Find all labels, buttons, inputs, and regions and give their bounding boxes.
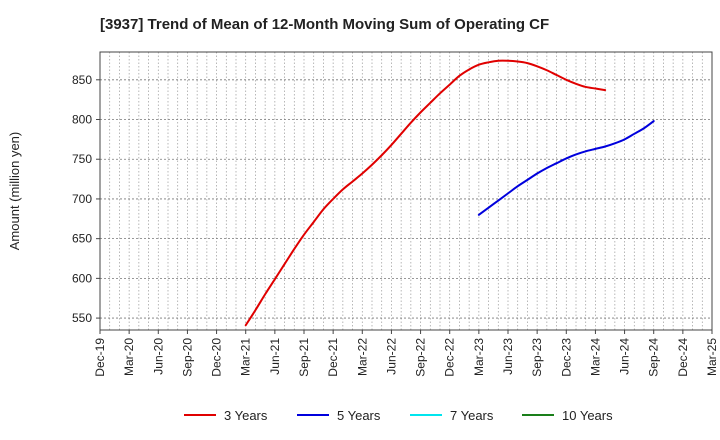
plot-frame <box>99 51 713 331</box>
grid-layer <box>100 52 712 330</box>
x-tick-labels: Dec-19 Mar-20 Jun-20 Sep-20 Dec-20 Mar-21 Jun-… <box>93 330 719 377</box>
y-tick-label: 650 <box>72 232 92 246</box>
x-tick-label: Mar-22 <box>355 338 369 376</box>
x-tick-label: Mar-23 <box>472 338 486 376</box>
y-tick-label: 850 <box>72 73 92 87</box>
x-tick-label: Mar-21 <box>239 338 253 376</box>
x-tick-label: Mar-20 <box>122 338 136 376</box>
y-tick-label: 800 <box>72 113 92 127</box>
legend-label-3-years: 3 Years <box>224 408 268 423</box>
x-tick-label: Sep-21 <box>297 338 311 377</box>
x-tick-label: Dec-21 <box>326 338 340 377</box>
legend-label-7-years: 7 Years <box>450 408 494 423</box>
y-tick-label: 600 <box>72 271 92 285</box>
x-tick-label: Mar-25 <box>705 338 719 376</box>
legend-label-5-years: 5 Years <box>337 408 381 423</box>
x-tick-label: Mar-24 <box>588 338 602 376</box>
y-tick-label: 550 <box>72 311 92 325</box>
x-tick-label: Sep-20 <box>180 338 194 377</box>
y-axis-label: Amount (million yen) <box>7 132 22 251</box>
x-tick-label: Dec-22 <box>443 338 457 377</box>
y-tick-label: 750 <box>72 152 92 166</box>
legend-item-5-years: 5 Years <box>297 408 381 423</box>
x-tick-label: Jun-23 <box>501 338 515 375</box>
x-tick-label: Dec-20 <box>210 338 224 377</box>
x-tick-label: Jun-24 <box>618 338 632 375</box>
series-layer <box>244 59 655 327</box>
series-line-5-years <box>477 120 655 216</box>
x-tick-label: Jun-21 <box>268 338 282 375</box>
x-tick-label: Sep-23 <box>530 338 544 377</box>
legend-item-7-years: 7 Years <box>410 408 494 423</box>
series-line-3-years <box>244 59 607 327</box>
x-tick-label: Dec-19 <box>93 338 107 377</box>
legend: 3 Years 5 Years 7 Years 10 Years <box>184 408 613 423</box>
legend-item-10-years: 10 Years <box>522 408 613 423</box>
x-tick-label: Sep-24 <box>647 338 661 377</box>
chart-title: [3937] Trend of Mean of 12-Month Moving … <box>100 16 550 33</box>
y-tick-label: 700 <box>72 192 92 206</box>
legend-label-10-years: 10 Years <box>562 408 613 423</box>
x-tick-label: Dec-24 <box>676 338 690 377</box>
x-tick-label: Dec-23 <box>559 338 573 377</box>
x-tick-label: Jun-22 <box>384 338 398 375</box>
x-tick-label: Sep-22 <box>414 338 428 377</box>
legend-item-3-years: 3 Years <box>184 408 268 423</box>
x-tick-label: Jun-20 <box>151 338 165 375</box>
y-tick-labels: 550 600 650 700 750 800 850 <box>72 73 100 325</box>
